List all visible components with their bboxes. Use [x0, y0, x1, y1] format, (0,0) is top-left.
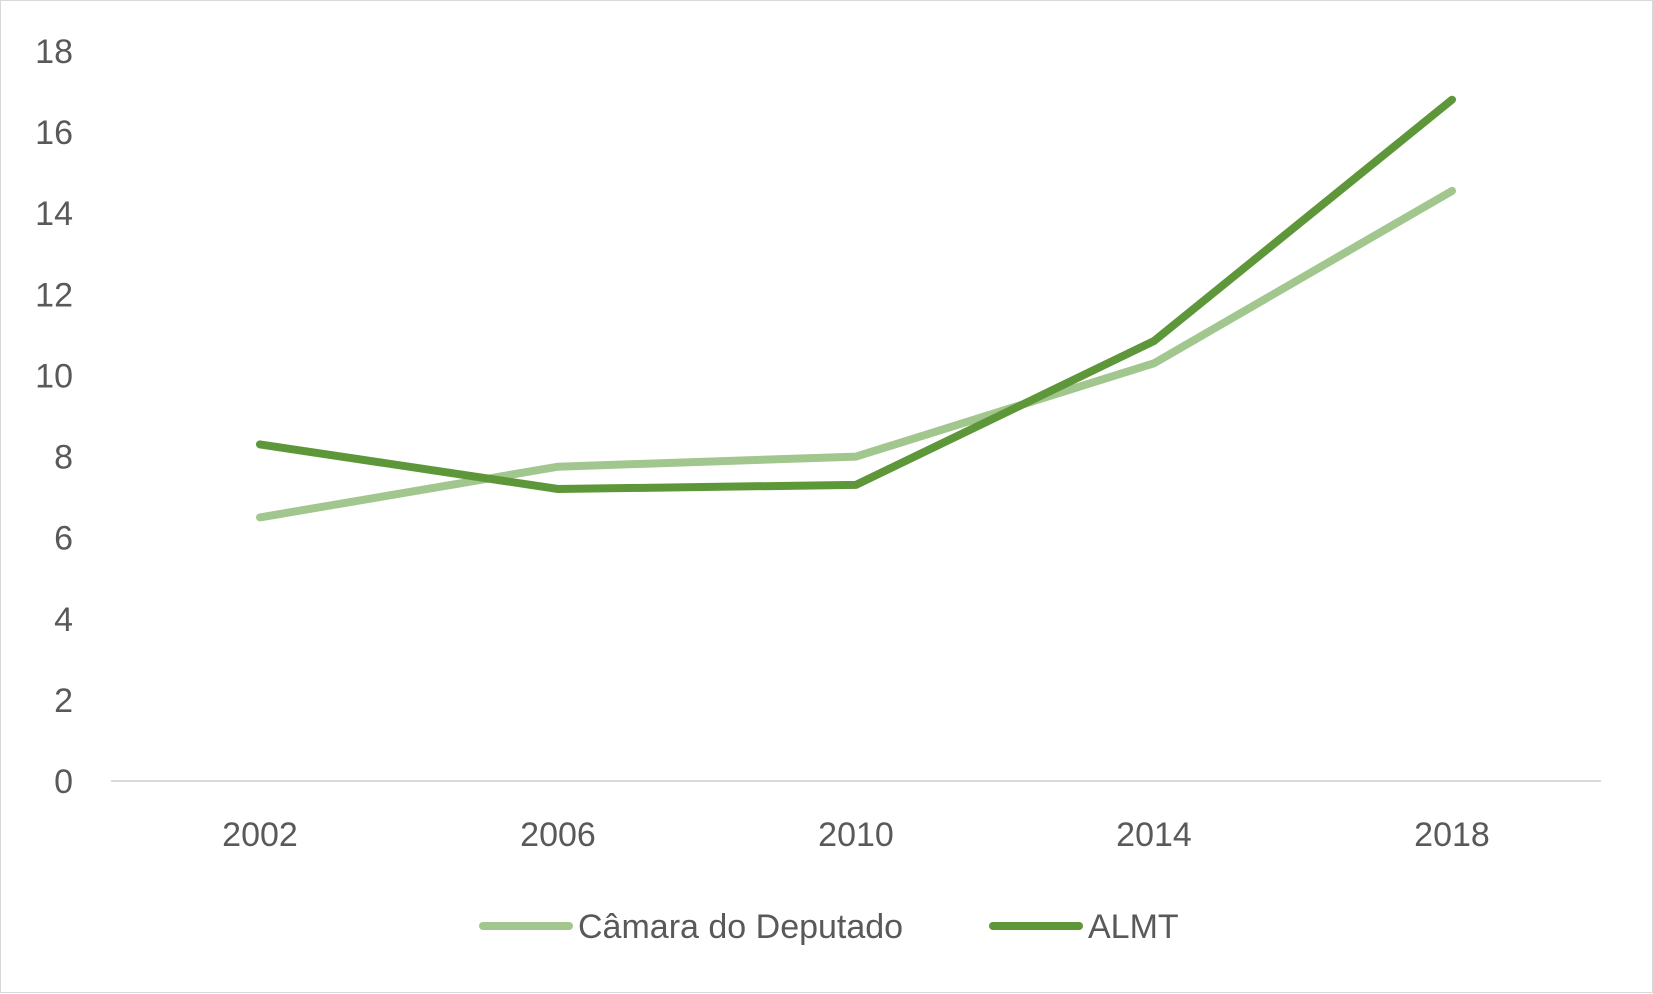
series-line-camara: [256, 186, 1456, 522]
x-axis-ticks: 2002 2006 2010 2014 2018: [222, 816, 1490, 854]
x-tick-label: 2002: [222, 816, 298, 854]
y-tick-label: 14: [35, 195, 73, 233]
y-tick-label: 8: [54, 439, 73, 477]
y-tick-label: 16: [35, 114, 73, 152]
y-tick-label: 10: [35, 357, 73, 395]
legend: Câmara do Deputado ALMT: [479, 908, 1179, 946]
y-tick-label: 12: [35, 276, 73, 314]
y-tick-label: 18: [35, 33, 73, 71]
y-tick-label: 6: [54, 520, 73, 558]
x-tick-label: 2006: [520, 816, 596, 854]
x-tick-label: 2018: [1414, 816, 1490, 854]
legend-label: ALMT: [1088, 908, 1179, 946]
series-lines: [256, 95, 1456, 522]
y-tick-label: 4: [54, 601, 73, 639]
x-tick-label: 2014: [1116, 816, 1192, 854]
y-tick-label: 2: [54, 682, 73, 720]
legend-label: Câmara do Deputado: [578, 908, 903, 946]
x-tick-label: 2010: [818, 816, 894, 854]
series-line-almt: [256, 95, 1456, 493]
y-tick-label: 0: [54, 763, 73, 801]
y-axis-ticks: 0 2 4 6 8 10 12 14 16 18: [35, 33, 73, 801]
